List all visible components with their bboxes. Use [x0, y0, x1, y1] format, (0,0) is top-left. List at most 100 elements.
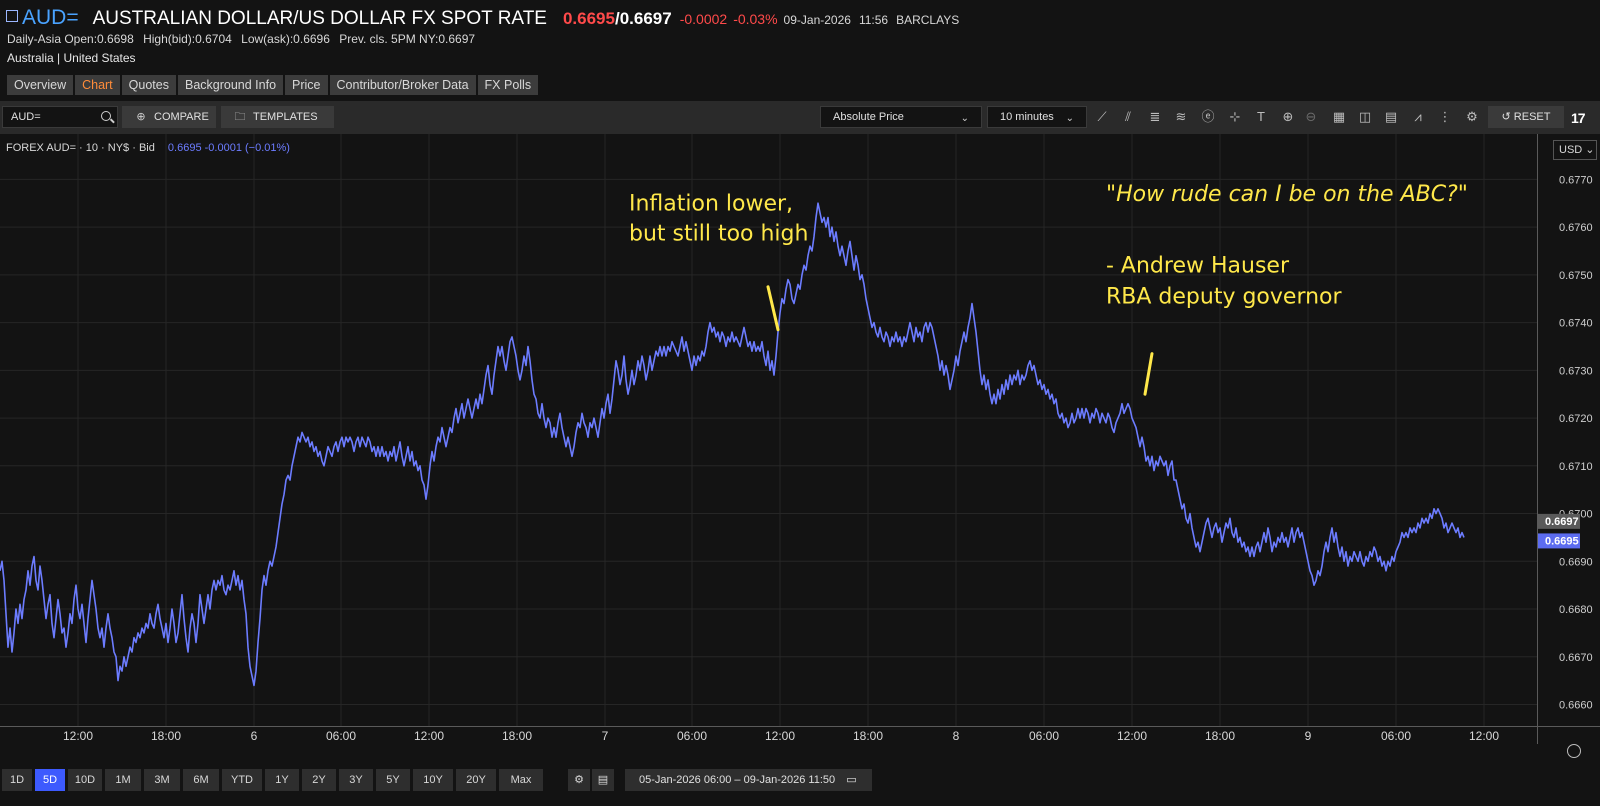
zoom-in-icon[interactable]: ⊕: [1282, 109, 1294, 124]
range-5y[interactable]: 5Y: [376, 769, 410, 791]
tab-chart[interactable]: Chart: [75, 75, 120, 95]
chevron-down-icon: ⌄: [1065, 113, 1074, 124]
chart-toolbar: AUD= ⊕ COMPARE 🗀 TEMPLATES Absolute Price …: [0, 101, 1600, 134]
y-tick-label: 0.6680: [1559, 604, 1593, 616]
line-chart-icon[interactable]: ⟋: [1097, 109, 1107, 124]
tab-price[interactable]: Price: [285, 75, 328, 95]
range-3y[interactable]: 3Y: [339, 769, 373, 791]
date-range-value: 05-Jan-2026 06:00 – 09-Jan-2026 11:50: [639, 774, 836, 786]
waves-icon[interactable]: ≋: [1175, 109, 1187, 124]
folder-icon: 🗀: [234, 111, 246, 123]
more-icon[interactable]: ⋮: [1438, 109, 1452, 124]
price-tag-label: 0.6695: [1545, 535, 1579, 547]
range-1m[interactable]: 1M: [105, 769, 141, 791]
x-tick-label: 8: [953, 729, 960, 743]
price-mode-value: Absolute Price: [833, 111, 904, 123]
reset-button[interactable]: ↺ RESET: [1488, 106, 1564, 128]
range-6m[interactable]: 6M: [183, 769, 219, 791]
quote-time: 11:56: [858, 13, 889, 27]
range-bar: 1D 5D 10D 1M 3M 6M YTD 1Y 2Y 3Y 5Y 10Y 20Y Max ⚙ ▤ 05…: [0, 768, 1600, 806]
annotation-text: RBA deputy governor: [1106, 284, 1343, 309]
range-3m[interactable]: 3M: [144, 769, 180, 791]
annotation-text: but still too high: [629, 221, 808, 246]
tradingview-logo-icon: 17: [1571, 110, 1586, 126]
bar-chart-icon[interactable]: ⫽: [1125, 109, 1131, 124]
reset-icon: ↺: [1501, 111, 1514, 123]
range-2y[interactable]: 2Y: [302, 769, 336, 791]
y-tick-label: 0.6710: [1559, 461, 1593, 473]
compare-label: COMPARE: [154, 111, 209, 123]
chart-settings-icon[interactable]: [1567, 744, 1581, 758]
x-tick-label: 12:00: [765, 729, 795, 743]
quote-date: 09-Jan-2026: [783, 13, 851, 27]
range-1d[interactable]: 1D: [2, 769, 32, 791]
x-tick-label: 7: [602, 729, 609, 743]
search-icon[interactable]: [101, 111, 111, 121]
compare-button[interactable]: ⊕ COMPARE: [122, 106, 216, 128]
date-range-picker[interactable]: 05-Jan-2026 06:00 – 09-Jan-2026 11:50 ▭: [625, 769, 872, 791]
popout-icon[interactable]: [6, 10, 18, 22]
y-tick-label: 0.6730: [1559, 365, 1593, 377]
table-icon[interactable]: ▦: [1332, 109, 1346, 124]
interval-select[interactable]: 10 minutes ⌄: [987, 106, 1087, 128]
quote-header: AUD= AUSTRALIAN DOLLAR/US DOLLAR FX SPOT…: [0, 0, 1600, 100]
layout-icon[interactable]: ◫: [1358, 109, 1372, 124]
range-table-icon[interactable]: ▤: [592, 769, 614, 791]
zoom-out-icon[interactable]: ⊖: [1305, 109, 1317, 124]
ask-price: 0.6697: [619, 9, 672, 28]
tab-contributor-broker-data[interactable]: Contributor/Broker Data: [329, 75, 476, 95]
settings-icon[interactable]: ⚙: [1466, 109, 1478, 124]
range-10d[interactable]: 10D: [68, 769, 102, 791]
series-legend: FOREX AUD= · 10 · NY$ · Bid 0.6695 -0.00…: [6, 142, 290, 154]
tab-quotes[interactable]: Quotes: [121, 75, 176, 95]
quote-source: BARCLAYS: [896, 13, 960, 27]
indicator-icon[interactable]: ⩘: [1414, 109, 1422, 124]
plus-circle-icon: ⊕: [136, 111, 146, 123]
chevron-down-icon: ⌄: [960, 113, 969, 124]
currency-select[interactable]: USD ⌄: [1553, 140, 1597, 160]
calendar-icon: ▭: [846, 774, 857, 786]
price-tag: [1538, 533, 1580, 549]
annotation-marker: [1143, 352, 1154, 396]
layers-icon[interactable]: ▤: [1384, 109, 1398, 124]
x-tick-label: 06:00: [677, 729, 707, 743]
chart-area[interactable]: 0.6770 0.6760 0.6750 0.6740 0.6730 0.6720 0.67…: [0, 134, 1600, 744]
x-tick-label: 18:00: [1205, 729, 1235, 743]
range-20y[interactable]: 20Y: [456, 769, 496, 791]
list-icon[interactable]: ≣: [1149, 109, 1161, 124]
price-mode-select[interactable]: Absolute Price ⌄: [820, 106, 982, 128]
range-5d[interactable]: 5D: [35, 769, 65, 791]
range-1y[interactable]: 1Y: [265, 769, 299, 791]
tab-background-info[interactable]: Background Info: [177, 75, 284, 95]
symbol-search-value: AUD=: [11, 111, 41, 123]
annotation-text: Inflation lower,: [629, 191, 793, 216]
stat-high: High(bid):0.6704: [143, 32, 232, 46]
symbol-search-input[interactable]: AUD=: [2, 106, 118, 128]
y-tick-label: 0.6770: [1559, 174, 1593, 186]
range-max[interactable]: Max: [499, 769, 543, 791]
tab-overview[interactable]: Overview: [7, 75, 74, 95]
quote-title-row: AUD= AUSTRALIAN DOLLAR/US DOLLAR FX SPOT…: [6, 6, 967, 32]
price-tag: [1538, 513, 1580, 529]
annotation-text: "How rude can I be on the ABC?": [1106, 182, 1468, 207]
ric-code[interactable]: AUD=: [22, 6, 79, 29]
range-settings-icon[interactable]: ⚙: [568, 769, 590, 791]
crosshair-icon[interactable]: ⊹: [1229, 109, 1241, 124]
x-tick-label: 9: [1305, 729, 1312, 743]
tab-fx-polls[interactable]: FX Polls: [477, 75, 539, 95]
text-icon[interactable]: T: [1257, 109, 1265, 124]
range-ytd[interactable]: YTD: [222, 769, 262, 791]
price-line: [0, 202, 1465, 687]
x-tick-label: 18:00: [853, 729, 883, 743]
range-10y[interactable]: 10Y: [413, 769, 453, 791]
net-change: -0.0002: [679, 11, 728, 27]
price-chart[interactable]: 0.6770 0.6760 0.6750 0.6740 0.6730 0.6720 0.67…: [0, 134, 1600, 744]
chart-grid: [0, 134, 1537, 726]
euro-icon[interactable]: ⓔ: [1201, 109, 1215, 124]
y-tick-label: 0.6670: [1559, 652, 1593, 664]
templates-button[interactable]: 🗀 TEMPLATES: [221, 106, 334, 128]
x-tick-label: 18:00: [502, 729, 532, 743]
stat-open: Daily-Asia Open:0.6698: [7, 32, 134, 46]
bid-price: 0.6695: [562, 9, 615, 28]
stat-prev-close: Prev. cls. 5PM NY:0.6697: [339, 32, 476, 46]
